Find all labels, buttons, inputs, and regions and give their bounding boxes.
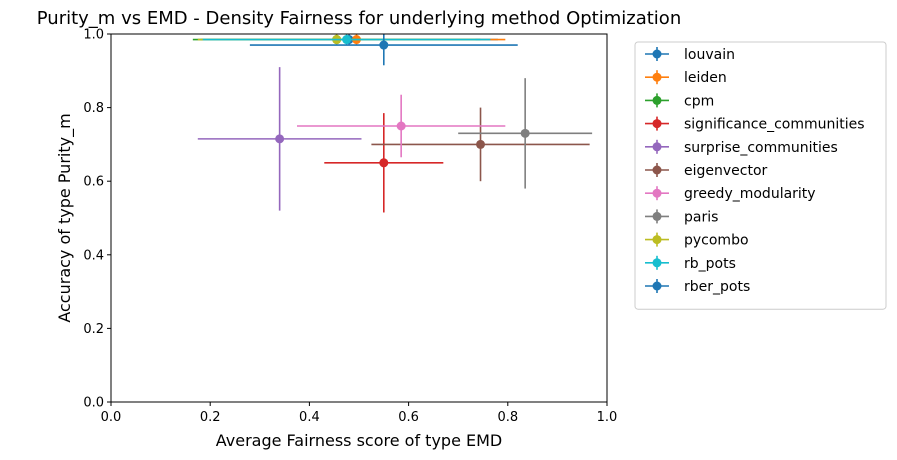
legend-marker: [652, 119, 662, 129]
legend-label: pycombo: [684, 233, 749, 249]
legend-label: rb_pots: [684, 256, 736, 272]
data-marks: [192, 34, 593, 213]
legend-item-eigenvector: eigenvector: [645, 163, 768, 179]
point-paris: [520, 128, 530, 138]
legend-label: significance_communities: [684, 117, 865, 133]
chart-title: Purity_m vs EMD - Density Fairness for u…: [37, 8, 681, 29]
series-paris: [458, 78, 593, 189]
legend-item-cpm: cpm: [645, 93, 714, 109]
legend-item-surprise_communities: surprise_communities: [645, 139, 838, 156]
x-tick-label: 0.2: [200, 410, 221, 425]
legend-item-pycombo: pycombo: [645, 232, 749, 249]
y-tick-label: 1.0: [83, 28, 104, 43]
series-significance_communities: [324, 113, 444, 213]
point-eigenvector: [476, 139, 486, 149]
y-tick-label: 0.6: [83, 175, 104, 190]
x-tick-label: 1.0: [597, 410, 618, 425]
point-greedy_modularity: [396, 121, 406, 131]
x-tick-label: 0.0: [101, 410, 122, 425]
legend-marker: [652, 258, 662, 268]
y-tick-label: 0.8: [83, 101, 104, 116]
legend-label: cpm: [684, 93, 714, 109]
legend-item-rber_pots: rber_pots: [645, 279, 750, 295]
series-rb_pots: [202, 34, 491, 46]
legend-label: surprise_communities: [684, 140, 838, 156]
legend-label: leiden: [684, 70, 727, 86]
series-greedy_modularity: [297, 94, 506, 158]
point-rber_pots: [379, 40, 389, 50]
y-tick-label: 0.2: [83, 322, 104, 337]
series-eigenvector: [371, 107, 590, 182]
x-axis: 0.0 0.2 0.4 0.6 0.8 1.0: [101, 402, 618, 425]
legend-item-greedy_modularity: greedy_modularity: [645, 186, 816, 202]
legend-item-rb_pots: rb_pots: [645, 256, 736, 272]
legend-marker: [652, 49, 662, 59]
point-significance_communities: [379, 158, 389, 168]
y-tick-label: 0.0: [83, 396, 104, 411]
legend-label: louvain: [684, 47, 735, 63]
x-axis-label: Average Fairness score of type EMD: [216, 431, 502, 450]
legend-item-leiden: leiden: [645, 70, 727, 86]
legend-marker: [652, 211, 662, 221]
series-surprise_communities: [197, 67, 362, 211]
y-axis: 0.0 0.2 0.4 0.6 0.8 1.0: [83, 28, 111, 411]
legend-marker: [652, 95, 662, 105]
legend-label: paris: [684, 209, 718, 225]
legend-marker: [652, 281, 662, 291]
plot-area: [110, 33, 608, 403]
legend-label: eigenvector: [684, 163, 768, 179]
legend: louvain leiden cpm significance_communities…: [634, 41, 887, 310]
y-axis-label: Accuracy of type Purity_m: [55, 113, 75, 322]
legend-item-paris: paris: [645, 209, 718, 225]
x-tick-label: 0.6: [398, 410, 419, 425]
plot-frame: [110, 33, 608, 403]
legend-label: greedy_modularity: [684, 186, 816, 202]
legend-item-louvain: louvain: [645, 47, 735, 63]
point-surprise_communities: [275, 134, 285, 144]
legend-label: rber_pots: [684, 279, 750, 295]
x-tick-label: 0.4: [299, 410, 320, 425]
series-rber_pots: [249, 34, 518, 66]
point-rb_pots: [342, 35, 352, 45]
legend-marker: [652, 72, 662, 82]
legend-marker: [652, 165, 662, 175]
legend-item-significance_communities: significance_communities: [645, 116, 865, 133]
x-tick-label: 0.8: [497, 410, 518, 425]
y-tick-label: 0.4: [83, 248, 104, 263]
legend-marker: [652, 235, 662, 245]
legend-marker: [652, 142, 662, 152]
legend-marker: [652, 188, 662, 198]
legend-box: [634, 41, 887, 310]
